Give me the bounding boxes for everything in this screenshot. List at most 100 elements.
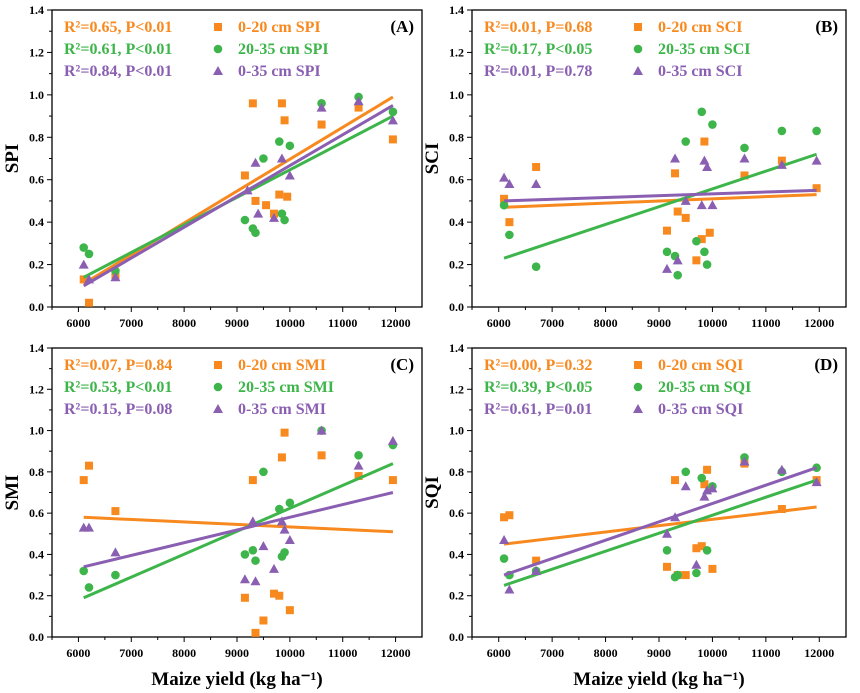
data-point — [681, 213, 690, 222]
data-point — [269, 212, 279, 222]
data-point — [284, 170, 295, 180]
data-point — [692, 256, 701, 265]
fit-line — [503, 505, 817, 546]
data-point — [702, 546, 712, 555]
data-point — [285, 141, 295, 151]
y-tick-label: 0.6 — [449, 506, 464, 520]
y-tick-label: 0.8 — [29, 465, 44, 479]
y-tick-label: 0.0 — [29, 630, 44, 644]
y-tick-label: 1.0 — [29, 88, 44, 102]
y-tick-label: 0.8 — [29, 130, 44, 144]
x-axis-label: Maize yield (kg ha⁻¹) — [573, 669, 744, 690]
stat-label: R²=0.39, P<0.05 — [484, 379, 592, 396]
data-point — [680, 481, 691, 491]
y-axis-label: SPI — [2, 144, 23, 174]
fit-line — [503, 193, 817, 209]
y-tick-label: 1.0 — [449, 424, 464, 438]
data-point — [247, 516, 258, 526]
data-point — [240, 593, 249, 602]
data-point — [811, 155, 822, 165]
data-point — [697, 107, 707, 117]
data-point — [532, 556, 541, 565]
data-point — [708, 564, 717, 573]
stat-label: R²=0.61, P<0.01 — [64, 41, 172, 58]
data-point — [251, 196, 260, 205]
data-point — [79, 275, 88, 284]
data-point — [84, 583, 94, 592]
data-point — [277, 99, 286, 108]
legend-entry: 0-35 cm SPI — [238, 63, 321, 80]
data-point — [531, 178, 542, 188]
legend-entry: 20-35 cm SCI — [658, 41, 750, 58]
x-tick-label: 10000 — [275, 646, 305, 660]
data-point — [697, 235, 706, 244]
data-point — [673, 270, 682, 280]
data-point — [317, 451, 326, 460]
x-axis-label: Maize yield (kg ha⁻¹) — [151, 669, 322, 690]
data-point — [280, 215, 289, 225]
stat-label: R²=0.01, P=0.78 — [484, 63, 592, 80]
data-point — [84, 522, 94, 532]
data-point — [387, 435, 398, 445]
y-tick-label: 1.2 — [29, 45, 44, 59]
panel-D: 6000 7000 8000 9000 10000 11000 12000 0.0 0.2 0.4… — [422, 341, 847, 690]
data-point — [681, 571, 690, 580]
stat-label: R²=0.17, P<0.05 — [484, 41, 592, 58]
y-tick-label: 0.6 — [449, 173, 464, 187]
legend-entry: 0-35 cm SQI — [658, 401, 743, 418]
legend-entry: 20-35 cm SQI — [658, 379, 751, 396]
x-tick-label: 9000 — [225, 646, 249, 660]
legend-marker — [213, 44, 223, 54]
x-tick-label: 6000 — [487, 316, 511, 330]
y-tick-label: 1.2 — [449, 45, 464, 59]
data-point — [692, 544, 701, 553]
legend-entry: 0-20 cm SQI — [658, 357, 743, 374]
data-point — [270, 589, 278, 598]
stat-label: R²=0.61, P=0.01 — [484, 401, 592, 418]
data-point — [85, 461, 93, 470]
data-point — [699, 491, 710, 501]
data-point — [505, 218, 514, 227]
data-point — [702, 260, 712, 269]
y-tick-label: 1.2 — [449, 382, 464, 396]
data-point — [680, 195, 691, 205]
data-point — [776, 159, 787, 169]
data-point — [673, 570, 682, 580]
data-point — [354, 451, 363, 460]
x-tick-label: 7000 — [119, 646, 143, 660]
y-tick-label: 0.8 — [449, 465, 464, 479]
data-point — [279, 524, 290, 534]
fit-line — [83, 515, 393, 534]
data-point — [240, 171, 249, 180]
data-point — [670, 512, 681, 522]
panel-A: 6000 7000 8000 9000 10000 11000 12000 0.0 0.2 0.4… — [2, 3, 423, 330]
y-tick-label: 0.0 — [449, 300, 464, 314]
data-point — [111, 570, 120, 580]
data-point — [248, 99, 257, 108]
data-point — [500, 513, 509, 522]
data-point — [388, 476, 397, 485]
data-point — [239, 574, 250, 584]
data-point — [276, 153, 287, 163]
x-tick-label: 12000 — [381, 646, 411, 660]
x-tick-label: 7000 — [540, 646, 564, 660]
data-point — [671, 476, 680, 485]
y-tick-label: 0.2 — [449, 589, 464, 603]
y-tick-label: 1.4 — [29, 3, 44, 17]
data-point — [697, 473, 707, 483]
legend-marker — [214, 23, 222, 31]
x-tick-label: 11000 — [751, 646, 780, 660]
data-point — [110, 547, 121, 557]
data-point — [504, 584, 515, 594]
data-point — [500, 194, 509, 203]
data-point — [662, 247, 672, 257]
fit-line — [503, 478, 818, 587]
y-tick-label: 0.2 — [29, 258, 44, 272]
stat-label: R²=0.65, P<0.01 — [64, 19, 172, 36]
x-tick-label: 12000 — [381, 316, 411, 330]
data-point — [258, 541, 269, 551]
data-point — [663, 562, 672, 571]
y-axis-label: SCI — [422, 143, 443, 175]
legend-entry: 0-20 cm SCI — [658, 19, 742, 36]
data-point — [671, 169, 680, 178]
